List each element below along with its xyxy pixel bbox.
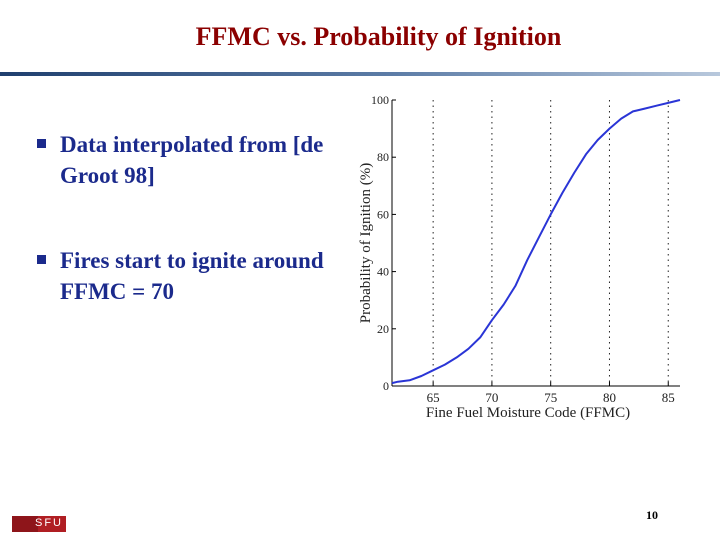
y-tick-label: 20 — [377, 322, 389, 336]
x-tick-label: 70 — [485, 390, 498, 405]
title-divider — [0, 72, 720, 76]
x-axis-label: Fine Fuel Moisture Code (FFMC) — [426, 405, 630, 421]
square-bullet-icon — [36, 138, 47, 149]
sfu-logo: SFU — [12, 516, 66, 532]
bullet-text: Fires start to ignite around FFMC = 70 — [60, 248, 324, 304]
y-tick-label: 60 — [377, 207, 389, 221]
slide-title: FFMC vs. Probability of Ignition — [195, 22, 562, 51]
x-tick-label: 75 — [544, 390, 557, 405]
y-tick-label: 80 — [377, 150, 389, 164]
bullet-text: Data interpolated from [de Groot 98] — [60, 132, 324, 188]
square-bullet-icon — [36, 254, 47, 265]
bullet-item: Fires start to ignite around FFMC = 70 — [36, 245, 356, 307]
y-tick-label: 0 — [383, 379, 389, 393]
y-tick-label: 40 — [377, 265, 389, 279]
ignition-curve — [391, 99, 681, 385]
page-number: 10 — [646, 508, 658, 522]
y-tick-label: 100 — [371, 93, 389, 107]
chart-container: 0 20 40 60 80 100 65 70 75 80 85 Fine Fuel Moisture… — [350, 86, 690, 426]
x-tick-label: 80 — [603, 390, 616, 405]
ignition-chart: 0 20 40 60 80 100 65 70 75 80 85 Fine Fuel Moisture… — [358, 93, 681, 421]
logo-text: SFU — [35, 517, 63, 529]
y-axis-label: Probability of Ignition (%) — [358, 163, 374, 323]
x-tick-label: 85 — [662, 390, 675, 405]
x-tick-label: 65 — [427, 390, 440, 405]
bullet-item: Data interpolated from [de Groot 98] — [36, 129, 356, 191]
